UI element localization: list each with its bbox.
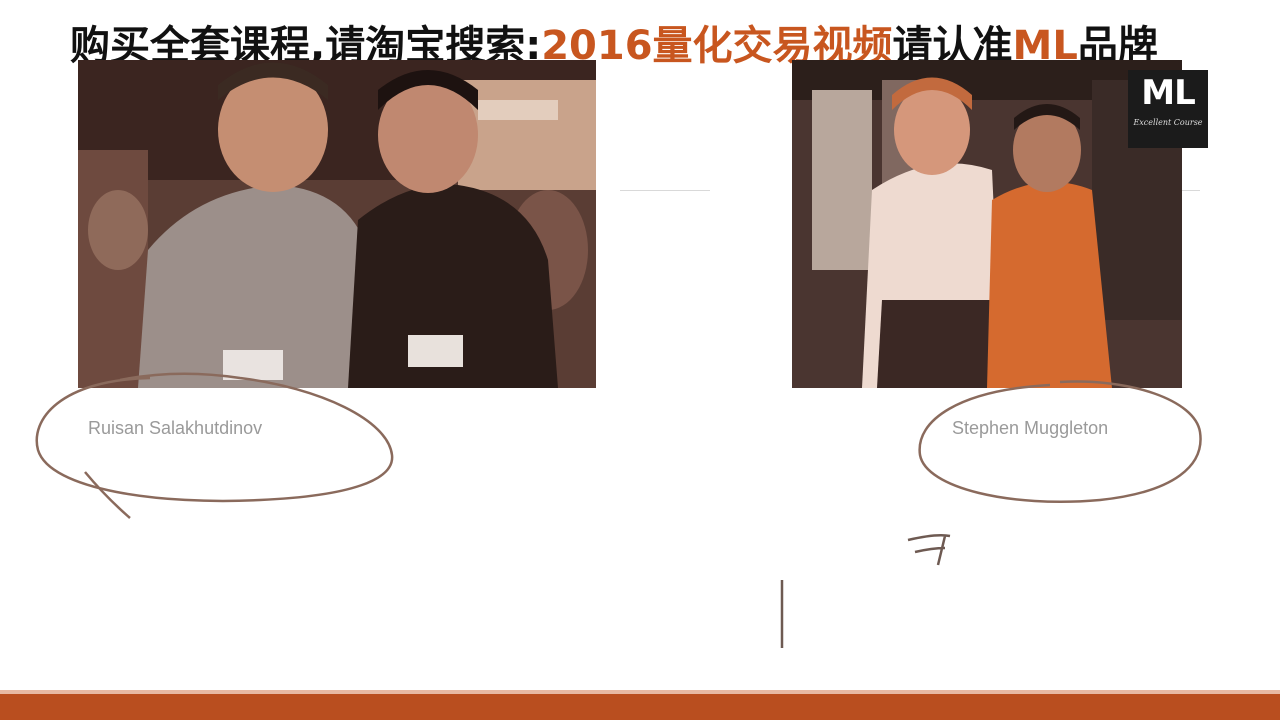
caption-right-name: Stephen Muggleton <box>952 418 1109 438</box>
ink-mark-1 <box>907 533 951 566</box>
caption-left-name: Ruisan Salakhutdinov <box>88 418 263 438</box>
divider-line <box>620 190 710 191</box>
photo-muggleton <box>792 60 1182 388</box>
photo-illustration <box>792 60 1182 388</box>
photo-illustration <box>78 60 596 388</box>
logo-mark: ML <box>1141 73 1196 113</box>
ink-tail-left <box>84 471 131 519</box>
divider-line <box>1180 190 1200 191</box>
ink-circle-right <box>918 380 1202 503</box>
photo-salakhutdinov <box>78 60 596 388</box>
ml-brand-logo: ML Excellent Course <box>1128 70 1208 148</box>
logo-subtitle: Excellent Course <box>1133 118 1203 127</box>
footer-bar-edge <box>0 690 1280 694</box>
footer-bar <box>0 690 1280 720</box>
